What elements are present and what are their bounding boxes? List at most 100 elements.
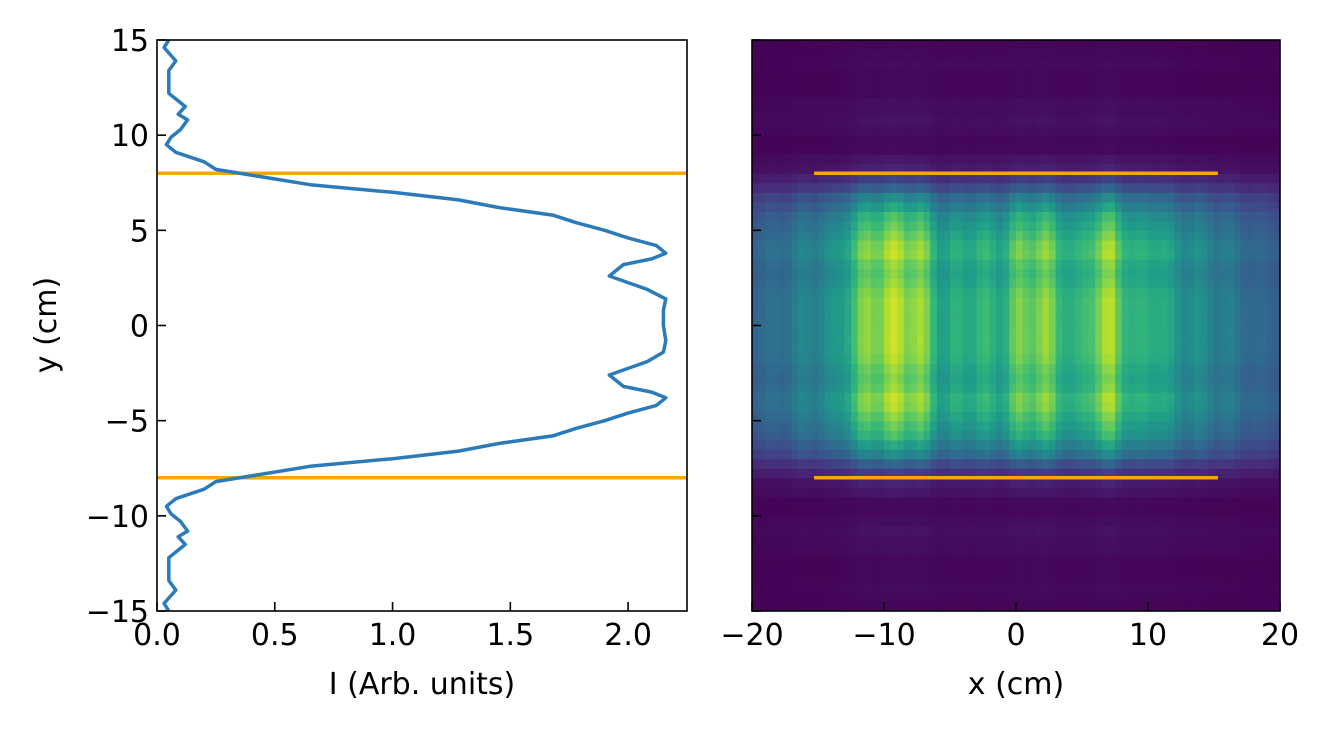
heatmap-cell — [1134, 315, 1142, 327]
heatmap-cell — [897, 563, 905, 574]
heatmap-cell — [1187, 287, 1195, 298]
heatmap-cell — [1194, 363, 1202, 374]
heatmap-cell — [1029, 354, 1037, 365]
heatmap-cell — [877, 201, 885, 212]
heatmap-cell — [831, 87, 839, 98]
heatmap-cell — [1240, 487, 1248, 498]
heatmap-cell — [1214, 144, 1222, 155]
heatmap-cell — [936, 258, 944, 269]
heatmap-cell — [771, 335, 779, 346]
heatmap-cell — [890, 363, 898, 374]
heatmap-cell — [1035, 496, 1043, 507]
heatmap-cell — [771, 249, 779, 260]
heatmap-cell — [791, 363, 799, 374]
heatmap-cell — [752, 40, 760, 51]
heatmap-cell — [851, 87, 859, 98]
heatmap-cell — [983, 354, 991, 365]
heatmap-cell — [1049, 49, 1057, 60]
heatmap-cell — [1161, 487, 1169, 498]
heatmap-cell — [1240, 116, 1248, 127]
heatmap-cell — [989, 239, 997, 250]
heatmap-cell — [857, 106, 865, 117]
heatmap-cell — [1134, 496, 1142, 507]
heatmap-cell — [1062, 135, 1070, 146]
heatmap-cell — [771, 392, 779, 403]
heatmap-cell — [1273, 249, 1280, 260]
heatmap-cell — [1200, 401, 1208, 412]
heatmap-cell — [851, 344, 859, 355]
heatmap-cell — [791, 116, 799, 127]
heatmap-cell — [1148, 468, 1156, 479]
heatmap-cell — [943, 572, 951, 584]
heatmap-cell — [1022, 487, 1030, 498]
heatmap-cell — [765, 335, 773, 346]
heatmap-cell — [791, 487, 799, 498]
heatmap-cell — [936, 325, 944, 336]
heatmap-cell — [811, 591, 819, 603]
heatmap-cell — [1227, 306, 1235, 317]
heatmap-cell — [1128, 601, 1136, 611]
heatmap-cell — [765, 363, 773, 374]
heatmap-cell — [1240, 534, 1248, 545]
heatmap-cell — [844, 182, 852, 193]
heatmap-cell — [1055, 201, 1063, 212]
heatmap-cell — [1101, 125, 1109, 136]
heatmap-cell — [758, 553, 766, 565]
heatmap-cell — [917, 458, 925, 469]
heatmap-cell — [956, 163, 964, 174]
heatmap-cell — [1062, 192, 1070, 203]
heatmap-cell — [903, 591, 911, 603]
heatmap-cell — [1068, 515, 1076, 526]
heatmap-cell — [890, 468, 898, 479]
heatmap-cell — [851, 487, 859, 498]
heatmap-cell — [956, 468, 964, 479]
heatmap-cell — [804, 439, 812, 450]
heatmap-cell — [903, 515, 911, 526]
heatmap-cell — [1002, 344, 1010, 355]
heatmap-cell — [804, 287, 812, 298]
heatmap-cell — [1273, 173, 1280, 184]
heatmap-cell — [996, 373, 1004, 384]
heatmap-cell — [1016, 496, 1024, 507]
heatmap-cell — [1055, 220, 1063, 231]
heatmap-cell — [785, 116, 793, 127]
heatmap-cell — [864, 354, 872, 365]
heatmap-cell — [1161, 354, 1169, 365]
heatmap-cell — [1002, 534, 1010, 545]
heatmap-cell — [1194, 249, 1202, 260]
heatmap-cell — [1002, 601, 1010, 611]
heatmap-cell — [1095, 239, 1103, 250]
heatmap-cell — [910, 496, 918, 507]
heatmap-cell — [1022, 106, 1030, 117]
heatmap-cell — [1049, 449, 1057, 460]
heatmap-cell — [1062, 601, 1070, 611]
heatmap-cell — [1194, 315, 1202, 327]
heatmap-cell — [976, 163, 984, 174]
heatmap-cell — [811, 287, 819, 298]
heatmap-cell — [1247, 468, 1255, 479]
heatmap-cell — [1253, 572, 1261, 584]
heatmap-cell — [1227, 230, 1235, 241]
heatmap-cell — [870, 192, 878, 203]
heatmap-cell — [752, 354, 760, 365]
heatmap-cell — [1220, 496, 1228, 507]
heatmap-cell — [1247, 335, 1255, 346]
heatmap-cell — [923, 411, 931, 422]
heatmap-cell — [765, 296, 773, 308]
heatmap-cell — [1128, 163, 1136, 174]
heatmap-cell — [857, 125, 865, 136]
heatmap-cell — [758, 572, 766, 584]
heatmap-cell — [811, 534, 819, 545]
heatmap-cell — [1101, 534, 1109, 545]
heatmap-cell — [963, 487, 971, 498]
heatmap-cell — [1174, 439, 1182, 450]
heatmap-cell — [1082, 68, 1090, 79]
heatmap-cell — [903, 449, 911, 460]
heatmap-cell — [884, 534, 892, 545]
heatmap-cell — [1194, 97, 1202, 108]
heatmap-cell — [1247, 344, 1255, 355]
heatmap-cell — [824, 477, 832, 488]
heatmap-cell — [1016, 135, 1024, 146]
heatmap-cell — [989, 201, 997, 212]
heatmap-cell — [1029, 496, 1037, 507]
